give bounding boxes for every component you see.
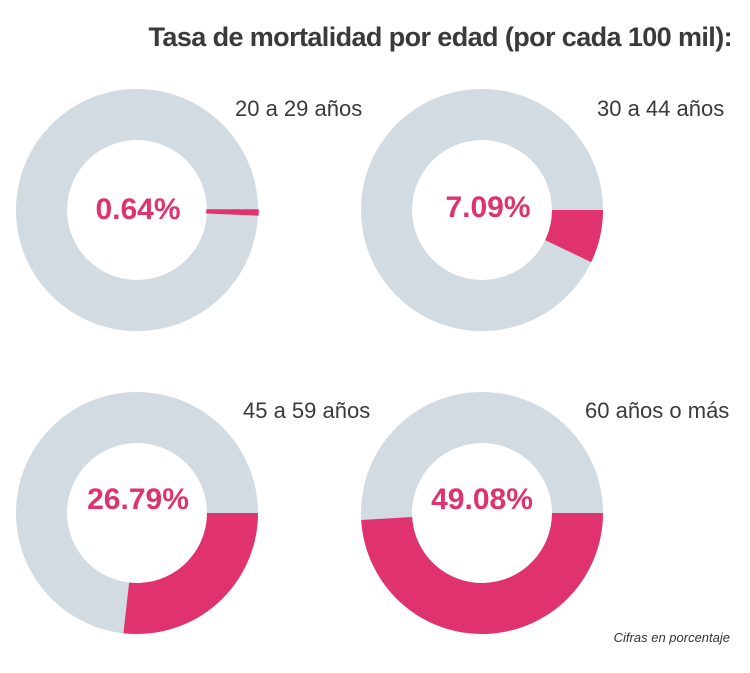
donut-slice-30-44 [545, 210, 603, 263]
donut-chart-30-44 [361, 88, 603, 332]
age-group-label: 30 a 44 años [597, 96, 725, 121]
donut-slice-20-29 [206, 209, 259, 216]
percentage-label: 49.08% [431, 483, 533, 516]
age-group-label: 20 a 29 años [235, 96, 363, 121]
donut-slice-45-59 [123, 513, 258, 634]
donut-track-20-29 [15, 88, 259, 332]
donut-chart-20-29 [15, 88, 259, 332]
donut-track-30-44 [361, 88, 603, 332]
age-group-label: 60 años o más [585, 398, 730, 423]
percentage-label: 0.64% [95, 193, 181, 226]
donut-panel-20-29: 20 a 29 años 0.64% [0, 60, 375, 370]
donut-chart-60-plus [361, 391, 603, 635]
chart-title: Tasa de mortalidad por edad (por cada 10… [148, 22, 733, 52]
donut-chart-45-59 [15, 391, 259, 635]
donut-slice-60-plus [361, 513, 603, 634]
donut-panel-45-59: 45 a 59 años 26.79% [0, 363, 375, 673]
donut-panel-30-44: 30 a 44 años 7.09% [345, 60, 724, 370]
percentage-label: 26.79% [87, 483, 189, 516]
percentage-label: 7.09% [445, 191, 531, 224]
age-group-label: 45 a 59 años [243, 398, 371, 423]
donut-panel-60-plus: 60 años o más 49.08% [345, 363, 729, 673]
footnote: Cifras en porcentaje [613, 630, 730, 645]
